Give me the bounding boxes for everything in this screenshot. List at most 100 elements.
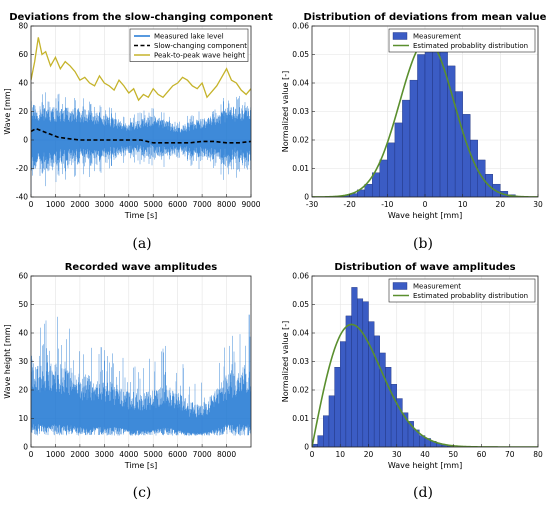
histogram-bar xyxy=(417,54,426,197)
x-tick-label: 8000 xyxy=(217,200,236,209)
y-tick-label: 20 xyxy=(18,386,28,395)
x-tick-label: 30 xyxy=(392,450,402,459)
series-signal xyxy=(31,314,251,436)
legend-entry: Measurement xyxy=(413,33,461,41)
x-tick-label: 8000 xyxy=(217,450,236,459)
plot-area xyxy=(31,314,251,436)
x-tick-label: 20 xyxy=(496,200,506,209)
x-tick-label: 2000 xyxy=(70,450,89,459)
histogram-bar xyxy=(334,367,341,447)
x-tick-label: 3000 xyxy=(95,200,114,209)
x-tick-label: 2000 xyxy=(70,200,89,209)
y-tick-label: 40 xyxy=(18,79,28,88)
y-tick-label: 60 xyxy=(18,50,28,59)
y-tick-label: 0.06 xyxy=(292,22,309,31)
y-tick-label: 0.01 xyxy=(292,164,309,173)
x-tick-label: 1000 xyxy=(46,200,65,209)
histogram-bar xyxy=(372,172,380,197)
x-tick-label: 5000 xyxy=(144,200,163,209)
y-tick-label: 0 xyxy=(304,193,309,202)
x-tick-label: 50 xyxy=(448,450,458,459)
y-tick-label: 0.02 xyxy=(292,136,309,145)
caption-c: (c) xyxy=(132,485,152,501)
x-tick-label: 70 xyxy=(505,450,515,459)
histogram-bar xyxy=(379,159,388,197)
histogram-bar xyxy=(387,142,396,197)
y-tick-label: 0.03 xyxy=(292,357,309,366)
y-tick-label: 0.06 xyxy=(292,272,309,281)
series-peak-to-peak-wave-height xyxy=(31,37,251,102)
x-tick-label: 6000 xyxy=(168,200,187,209)
x-tick-label: -30 xyxy=(306,200,318,209)
histogram-bar xyxy=(351,287,358,447)
y-axis-label: Normalized value [-] xyxy=(281,71,290,152)
histogram-bar xyxy=(368,321,375,447)
histogram-bar xyxy=(394,122,403,197)
y-tick-label: 0.05 xyxy=(292,300,309,309)
histogram-bar xyxy=(385,367,392,447)
chart-panel-2: 0 1000 2000 3000 4000 5000 6000 7000 8000 0 10 20 30… xyxy=(3,262,252,470)
series-slow-changing-component xyxy=(31,127,251,144)
histogram-bar xyxy=(439,48,448,197)
x-tick-label: 9000 xyxy=(241,200,260,209)
legend-entry: Estimated probablity distribution xyxy=(413,292,528,300)
y-tick-label: 0 xyxy=(23,443,28,452)
histogram-bar xyxy=(409,79,418,197)
y-tick-label: 10 xyxy=(18,414,28,423)
legend-box xyxy=(388,278,536,303)
y-tick-label: 40 xyxy=(18,329,28,338)
y-tick-label: 0 xyxy=(23,136,28,145)
x-tick-label: 4000 xyxy=(119,450,138,459)
x-tick-label: 0 xyxy=(29,200,34,209)
histogram-bar xyxy=(345,315,352,447)
x-tick-label: 0 xyxy=(423,200,428,209)
chart-title: Deviations from the slow-changing compon… xyxy=(9,12,273,23)
histogram-bar xyxy=(364,183,373,197)
x-tick-label: 7000 xyxy=(193,200,212,209)
x-tick-label: 7000 xyxy=(193,450,212,459)
x-tick-label: 10 xyxy=(458,200,468,209)
caption-a: (a) xyxy=(132,236,152,252)
y-tick-label: 20 xyxy=(18,107,28,116)
legend-entry: Measurement xyxy=(413,283,461,291)
x-tick-label: 30 xyxy=(533,200,543,209)
x-tick-label: 5000 xyxy=(144,450,163,459)
y-tick-label: 0.04 xyxy=(292,79,309,88)
y-tick-label: 0.03 xyxy=(292,107,309,116)
histogram-bar xyxy=(317,435,324,447)
x-axis-label: Time [s] xyxy=(124,211,158,220)
y-tick-label: 0.02 xyxy=(292,386,309,395)
y-tick-label: 50 xyxy=(18,300,28,309)
y-tick-label: 0.04 xyxy=(292,329,309,338)
caption-b: (b) xyxy=(413,236,433,252)
x-tick-label: 1000 xyxy=(46,450,65,459)
y-tick-label: 30 xyxy=(18,357,28,366)
histogram-bar xyxy=(424,45,433,197)
x-tick-label: 0 xyxy=(310,450,315,459)
x-tick-label: 0 xyxy=(29,450,34,459)
chart-title: Distribution of wave amplitudes xyxy=(334,262,515,273)
x-axis-label: Wave height [mm] xyxy=(388,461,462,470)
x-tick-label: -20 xyxy=(344,200,356,209)
plot-area xyxy=(31,37,251,195)
histogram-bar xyxy=(477,159,486,197)
histogram-bar xyxy=(402,99,411,197)
x-tick-label: 10 xyxy=(335,450,345,459)
legend-box xyxy=(388,28,536,53)
legend-swatch xyxy=(392,282,408,290)
caption-d: (d) xyxy=(413,485,433,501)
series-measured-lake-level xyxy=(31,91,251,195)
x-tick-label: -10 xyxy=(381,200,393,209)
x-tick-label: 20 xyxy=(364,450,374,459)
y-tick-label: -40 xyxy=(16,193,28,202)
x-tick-label: 40 xyxy=(420,450,430,459)
x-axis-label: Wave height [mm] xyxy=(388,211,462,220)
chart-panel-3: 0 10 20 30 40 50 60 70 80 0 0.01 0.02 0.03 0.04 0.05 0.… xyxy=(281,262,543,470)
histogram-bar xyxy=(462,114,471,197)
x-tick-label: 60 xyxy=(477,450,487,459)
chart-title: Distribution of deviations from mean val… xyxy=(304,12,547,23)
